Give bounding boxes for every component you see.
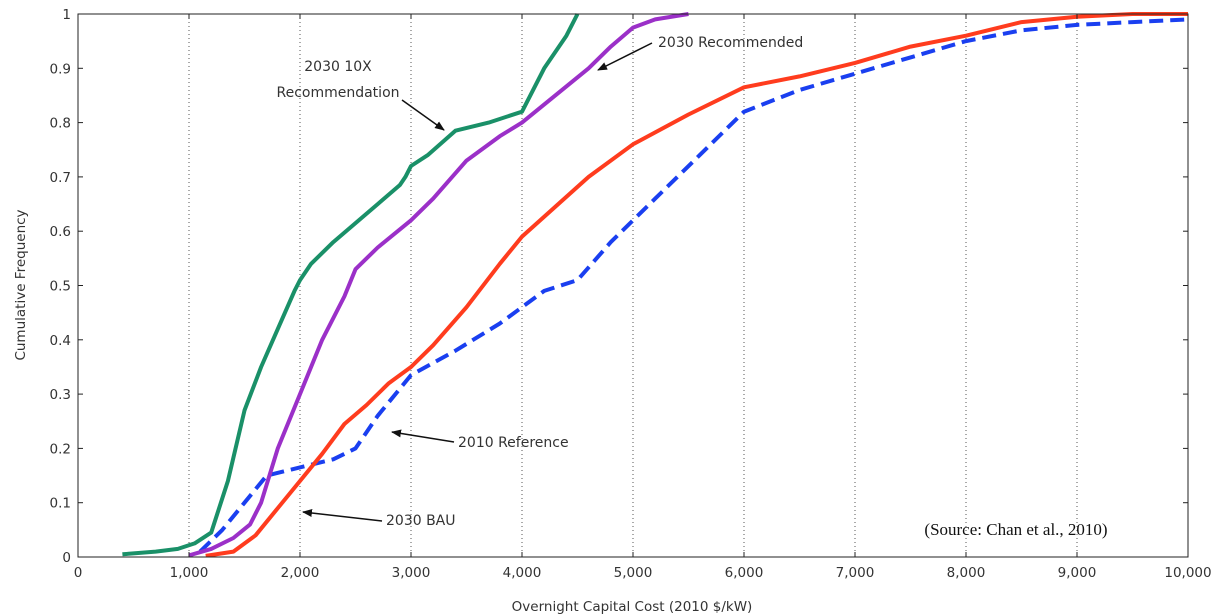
annotations: 2030 10X Recommendation 2030 Recommended… [276, 35, 803, 529]
y-tick-label: 0.3 [50, 387, 71, 403]
x-tick-label: 6,000 [725, 565, 764, 581]
x-tick-label: 5,000 [614, 565, 653, 581]
y-tick-label: 0.8 [50, 116, 71, 132]
annotation-2010-reference: 2010 Reference [458, 435, 569, 451]
series-line-2030-bau [205, 12, 1188, 557]
arrow-recommended [597, 42, 653, 71]
x-axis-ticks: 0 1,000 2,000 3,000 4,000 5,000 6,000 7,000 8,00… [74, 14, 1212, 581]
y-tick-label: 0.9 [50, 61, 71, 77]
x-tick-label: 8,000 [947, 565, 986, 581]
y-tick-label: 0.6 [50, 224, 71, 240]
y-axis-ticks: 0 0.1 0.2 0.3 0.4 0.5 0.6 0.7 0.8 0.9 1 [50, 7, 1188, 566]
annotation-recommended: 2030 Recommended [658, 35, 803, 51]
series-layer [122, 12, 1188, 557]
series-line-2010-reference [198, 17, 1188, 554]
x-tick-label: 10,000 [1164, 565, 1211, 581]
y-tick-label: 0.7 [50, 170, 71, 186]
y-tick-label: 0.2 [50, 441, 71, 457]
annotation-10x-line1: 2030 10X [304, 59, 372, 75]
x-tick-label: 0 [74, 565, 83, 581]
arrow-2030-bau [302, 509, 383, 522]
y-tick-label: 0.4 [50, 333, 71, 349]
arrow-2010-reference [391, 429, 455, 443]
series-line-2030-10x-recommendation [122, 13, 580, 557]
source-note: (Source: Chan et al., 2010) [924, 520, 1107, 539]
x-axis-label: Overnight Capital Cost (2010 $/kW) [512, 599, 753, 615]
y-tick-label: 0 [62, 550, 71, 566]
x-tick-label: 3,000 [392, 565, 431, 581]
arrow-10x [401, 99, 445, 131]
series-line-2030-recommended [188, 12, 689, 557]
annotation-10x-line2: Recommendation [276, 85, 399, 101]
annotation-2030-bau: 2030 BAU [386, 513, 456, 529]
annotation-arrows [302, 42, 653, 522]
x-tick-label: 1,000 [170, 565, 209, 581]
y-tick-label: 0.5 [50, 279, 71, 295]
x-tick-label: 7,000 [836, 565, 875, 581]
y-tick-label: 0.1 [50, 496, 71, 512]
y-axis-label: Cumulative Frequency [13, 209, 29, 360]
x-tick-label: 9,000 [1058, 565, 1097, 581]
y-tick-label: 1 [62, 7, 71, 23]
x-tick-label: 2,000 [281, 565, 320, 581]
x-tick-label: 4,000 [503, 565, 542, 581]
